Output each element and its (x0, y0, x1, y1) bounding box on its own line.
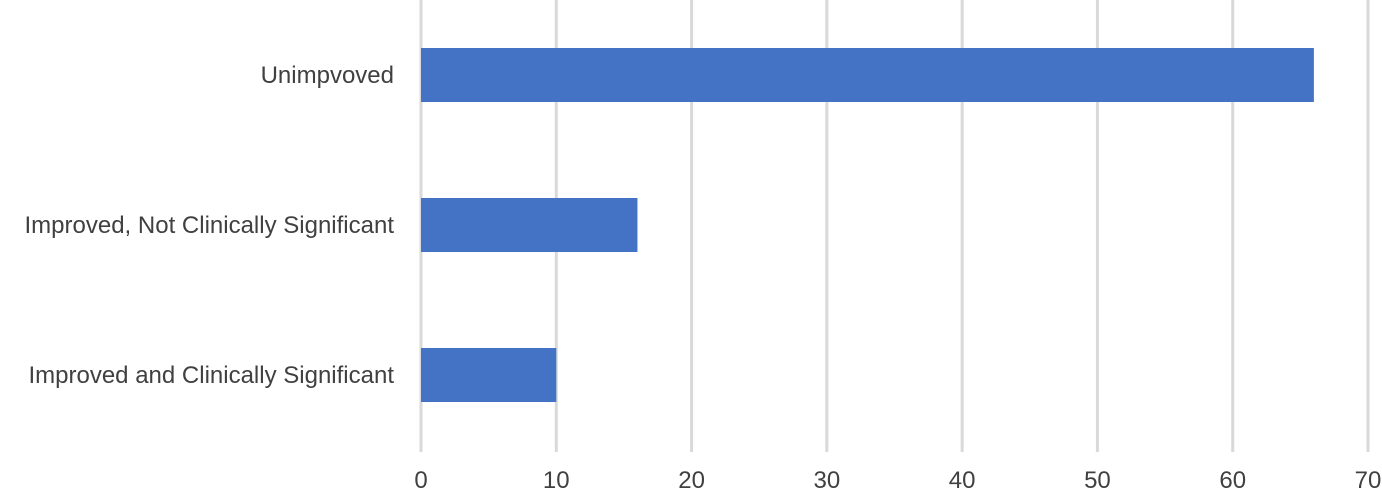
bar-1 (421, 198, 638, 252)
x-tick-label: 50 (1084, 467, 1111, 493)
bars (421, 48, 1314, 402)
x-tick-label: 30 (814, 467, 841, 493)
x-tick-label: 70 (1355, 467, 1382, 493)
x-tick-label: 0 (414, 467, 427, 493)
x-tick-labels: 0 10 20 30 40 50 60 70 (414, 467, 1382, 494)
bar-0 (421, 48, 1314, 102)
category-label: Improved and Clinically Significant (28, 362, 394, 389)
x-tick-label: 20 (678, 467, 705, 493)
bar-2 (421, 348, 557, 402)
category-label: Unimpvoved (261, 62, 394, 89)
x-tick-label: 10 (543, 467, 570, 493)
category-labels: Unimpvoved Improved, Not Clinically Signi… (25, 62, 395, 389)
x-tick-label: 40 (949, 467, 976, 493)
category-label: Improved, Not Clinically Significant (25, 212, 395, 239)
x-tick-label: 60 (1219, 467, 1246, 493)
